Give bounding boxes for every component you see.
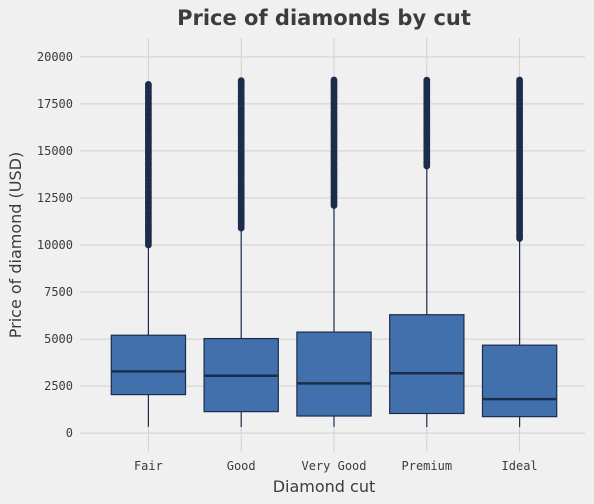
iqr-box (389, 314, 465, 415)
outlier-point (237, 77, 245, 85)
x-axis-label: Diamond cut (273, 477, 376, 496)
y-tick-label: 2500 (44, 379, 73, 393)
box-fair (110, 81, 187, 427)
x-tick-label: Premium (402, 459, 453, 473)
y-tick-label: 17500 (37, 97, 73, 111)
box-premium (389, 76, 465, 428)
outlier-point (330, 76, 338, 84)
tick-layer: 0 2500 5000 7500 10000 12500 15000 17500 20000 Fa… (37, 50, 538, 473)
iqr-box (296, 331, 372, 417)
box-layer (110, 76, 558, 428)
y-tick-label: 20000 (37, 50, 73, 64)
outlier-point (423, 76, 431, 84)
box-very-good (296, 76, 372, 427)
y-axis-label: Price of diamond (USD) (6, 152, 25, 338)
iqr-box (110, 334, 187, 396)
chart-title: Price of diamonds by cut (177, 6, 471, 30)
x-tick-label: Ideal (502, 459, 538, 473)
box-good (203, 77, 279, 428)
outlier-point (516, 76, 523, 84)
iqr-box (481, 344, 558, 418)
x-tick-label: Good (227, 459, 256, 473)
y-tick-label: 7500 (44, 285, 73, 299)
x-tick-label: Fair (134, 459, 163, 473)
box-ideal (481, 76, 558, 428)
y-tick-label: 5000 (44, 332, 73, 346)
y-tick-label: 0 (66, 426, 73, 440)
x-tick-label: Very Good (301, 459, 366, 473)
y-tick-label: 15000 (37, 144, 73, 158)
outlier-point (145, 81, 152, 88)
y-tick-label: 12500 (37, 191, 73, 205)
y-tick-label: 10000 (37, 238, 73, 252)
